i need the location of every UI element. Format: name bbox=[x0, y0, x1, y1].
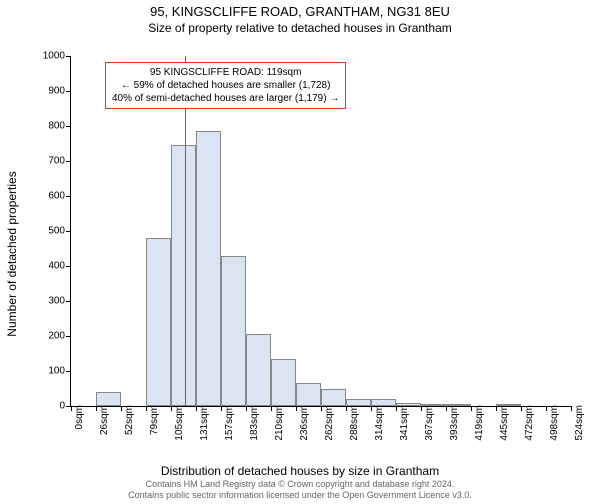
y-tick-label: 700 bbox=[35, 156, 65, 167]
x-tick-mark bbox=[446, 406, 447, 411]
y-tick-label: 1000 bbox=[35, 51, 65, 62]
x-tick-label: 314sqm bbox=[374, 405, 385, 441]
y-axis-label: Number of detached properties bbox=[5, 171, 19, 336]
x-tick-label: 157sqm bbox=[224, 405, 235, 441]
histogram-bar bbox=[296, 383, 321, 406]
x-tick-mark bbox=[496, 406, 497, 411]
annotation-line2: ← 59% of detached houses are smaller (1,… bbox=[112, 79, 339, 92]
x-axis-label: Distribution of detached houses by size … bbox=[0, 464, 600, 478]
y-tick-label: 500 bbox=[35, 226, 65, 237]
y-tick-label: 600 bbox=[35, 191, 65, 202]
y-tick-label: 200 bbox=[35, 331, 65, 342]
histogram-bar bbox=[321, 389, 346, 407]
x-tick-mark bbox=[396, 406, 397, 411]
x-tick-mark bbox=[371, 406, 372, 411]
chart-area: 010020030040050060070080090010000sqm26sq… bbox=[70, 56, 570, 406]
x-tick-mark bbox=[521, 406, 522, 411]
histogram-bar bbox=[496, 404, 521, 406]
y-tick-label: 400 bbox=[35, 261, 65, 272]
y-tick-mark bbox=[66, 231, 71, 232]
histogram-bar bbox=[96, 392, 121, 406]
x-tick-mark bbox=[346, 406, 347, 411]
histogram-bar bbox=[421, 404, 446, 406]
x-tick-label: 183sqm bbox=[249, 405, 260, 441]
annotation-line3: 40% of semi-detached houses are larger (… bbox=[112, 92, 339, 105]
credits-line2: Contains public sector information licen… bbox=[0, 490, 600, 502]
annotation-box: 95 KINGSCLIFFE ROAD: 119sqm ← 59% of det… bbox=[105, 62, 346, 109]
y-tick-mark bbox=[66, 371, 71, 372]
y-tick-mark bbox=[66, 56, 71, 57]
y-tick-label: 300 bbox=[35, 296, 65, 307]
x-tick-label: 341sqm bbox=[399, 405, 410, 441]
x-tick-mark bbox=[96, 406, 97, 411]
x-tick-label: 105sqm bbox=[174, 405, 185, 441]
page-title: 95, KINGSCLIFFE ROAD, GRANTHAM, NG31 8EU bbox=[0, 4, 600, 19]
annotation-line1: 95 KINGSCLIFFE ROAD: 119sqm bbox=[112, 66, 339, 79]
x-tick-mark bbox=[571, 406, 572, 411]
histogram-bar bbox=[171, 145, 196, 406]
y-tick-mark bbox=[66, 336, 71, 337]
x-tick-label: 236sqm bbox=[299, 405, 310, 441]
x-tick-label: 445sqm bbox=[499, 405, 510, 441]
x-tick-label: 210sqm bbox=[274, 405, 285, 441]
x-tick-mark bbox=[546, 406, 547, 411]
x-tick-mark bbox=[271, 406, 272, 411]
x-tick-label: 393sqm bbox=[449, 405, 460, 441]
x-tick-mark bbox=[121, 406, 122, 411]
x-tick-mark bbox=[221, 406, 222, 411]
x-tick-label: 367sqm bbox=[424, 405, 435, 441]
credits-line1: Contains HM Land Registry data © Crown c… bbox=[0, 479, 600, 491]
x-tick-label: 0sqm bbox=[74, 405, 85, 429]
y-tick-label: 800 bbox=[35, 121, 65, 132]
y-tick-mark bbox=[66, 91, 71, 92]
histogram-bar bbox=[396, 403, 421, 407]
histogram-bar bbox=[371, 399, 396, 406]
x-tick-label: 131sqm bbox=[199, 405, 210, 441]
x-tick-mark bbox=[146, 406, 147, 411]
y-tick-mark bbox=[66, 161, 71, 162]
x-tick-label: 79sqm bbox=[149, 405, 160, 435]
histogram-bar bbox=[146, 238, 171, 406]
y-tick-label: 100 bbox=[35, 366, 65, 377]
page-subtitle: Size of property relative to detached ho… bbox=[0, 21, 600, 35]
y-tick-label: 0 bbox=[35, 401, 65, 412]
x-tick-mark bbox=[171, 406, 172, 411]
x-tick-label: 26sqm bbox=[99, 405, 110, 435]
x-tick-label: 498sqm bbox=[549, 405, 560, 441]
y-tick-mark bbox=[66, 126, 71, 127]
histogram-bar bbox=[246, 334, 271, 406]
histogram-bar bbox=[446, 404, 471, 406]
x-tick-label: 472sqm bbox=[524, 405, 535, 441]
x-tick-label: 52sqm bbox=[124, 405, 135, 435]
histogram-bar bbox=[221, 256, 246, 407]
x-tick-mark bbox=[246, 406, 247, 411]
y-tick-mark bbox=[66, 301, 71, 302]
y-tick-mark bbox=[66, 196, 71, 197]
histogram-bar bbox=[196, 131, 221, 406]
x-tick-label: 288sqm bbox=[349, 405, 360, 441]
x-tick-mark bbox=[196, 406, 197, 411]
y-tick-mark bbox=[66, 266, 71, 267]
x-tick-mark bbox=[71, 406, 72, 411]
x-tick-mark bbox=[321, 406, 322, 411]
histogram-bar bbox=[271, 359, 296, 406]
x-tick-mark bbox=[471, 406, 472, 411]
y-tick-label: 900 bbox=[35, 86, 65, 97]
histogram-bar bbox=[346, 399, 371, 406]
x-tick-label: 524sqm bbox=[574, 405, 585, 441]
x-tick-mark bbox=[421, 406, 422, 411]
x-tick-label: 419sqm bbox=[474, 405, 485, 441]
x-tick-mark bbox=[296, 406, 297, 411]
x-tick-label: 262sqm bbox=[324, 405, 335, 441]
credits: Contains HM Land Registry data © Crown c… bbox=[0, 479, 600, 502]
